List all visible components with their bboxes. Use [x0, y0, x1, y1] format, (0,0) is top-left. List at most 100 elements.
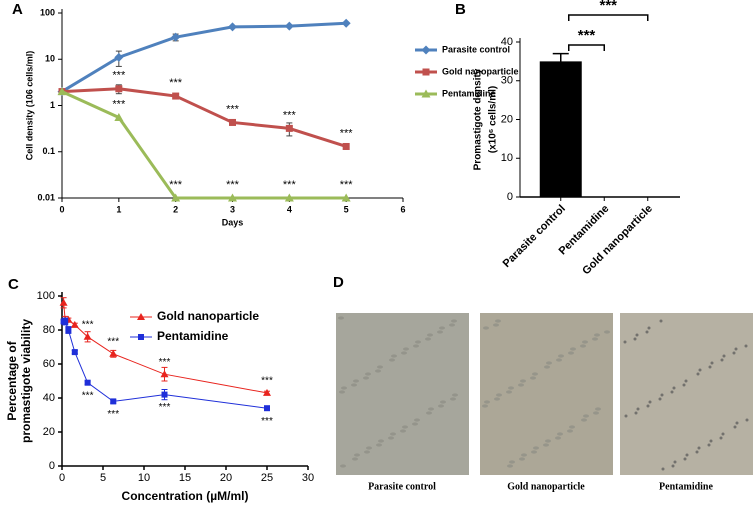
cell	[670, 390, 674, 394]
marker	[263, 388, 271, 396]
cell	[745, 418, 749, 422]
legend-marker	[137, 313, 145, 320]
cell	[634, 411, 638, 415]
cell	[363, 376, 369, 380]
marker	[65, 327, 72, 333]
cell	[733, 425, 737, 429]
micrograph-caption: Pentamidine	[659, 481, 713, 492]
marker	[109, 349, 118, 357]
cell	[450, 397, 456, 401]
marker	[229, 118, 236, 126]
cell	[580, 344, 586, 348]
micrograph-caption: Gold nanoparticle	[507, 481, 585, 492]
cell	[671, 464, 675, 468]
panel-label: B	[455, 1, 466, 18]
cell	[735, 421, 739, 425]
cell	[353, 379, 359, 383]
cell	[720, 358, 724, 362]
y-axis-label: Percentage of	[5, 340, 19, 420]
y-tick-label: 10	[501, 152, 513, 164]
cell	[366, 446, 372, 450]
cell	[521, 453, 527, 457]
marker	[114, 52, 124, 62]
cell	[604, 330, 610, 334]
cell	[507, 464, 513, 468]
cell	[581, 418, 587, 422]
x-tick-label: 4	[287, 204, 292, 214]
cell	[648, 400, 652, 404]
marker	[83, 332, 92, 340]
cell	[568, 351, 574, 355]
y-tick-label: 60	[43, 358, 55, 370]
cell	[646, 404, 650, 408]
cell	[660, 393, 664, 397]
significance-label: ***	[226, 179, 240, 191]
cell	[415, 340, 421, 344]
significance-label: ***	[283, 179, 297, 191]
x-tick-label: 1	[116, 204, 121, 214]
cell	[533, 446, 539, 450]
significance-label: ***	[226, 103, 240, 115]
micrograph	[336, 313, 469, 475]
marker	[161, 391, 168, 398]
cell	[412, 422, 418, 426]
panel-label: A	[12, 1, 23, 18]
legend-marker	[138, 334, 144, 340]
x-tick-label: 3	[230, 204, 235, 214]
significance-label: ***	[578, 27, 596, 44]
legend-marker	[421, 89, 431, 98]
cell	[673, 460, 677, 464]
cell	[364, 450, 370, 454]
cell	[388, 436, 394, 440]
cell	[546, 361, 552, 365]
significance-label: ***	[82, 319, 94, 330]
cell	[400, 429, 406, 433]
cell	[595, 407, 601, 411]
cell	[377, 365, 383, 369]
cell	[402, 425, 408, 429]
significance-label: ***	[112, 70, 126, 82]
cell	[519, 457, 525, 461]
x-tick-label: 30	[302, 472, 314, 484]
cell	[427, 333, 433, 337]
cell	[658, 397, 662, 401]
cell	[484, 400, 490, 404]
marker	[264, 405, 270, 412]
cell	[438, 404, 444, 408]
marker	[342, 142, 350, 150]
x-tick-label: 10	[138, 472, 150, 484]
cell	[570, 347, 576, 351]
cell	[593, 411, 599, 415]
cell	[544, 365, 550, 369]
series-line	[61, 90, 347, 200]
y-tick-label: 40	[43, 392, 55, 404]
marker	[341, 18, 351, 28]
panel-label: C	[8, 276, 19, 293]
cell	[531, 450, 537, 454]
significance-label: ***	[159, 402, 171, 413]
cell	[414, 418, 420, 422]
cell	[389, 358, 395, 362]
significance-label: ***	[107, 409, 119, 420]
cell	[532, 372, 538, 376]
cell	[592, 337, 598, 341]
cell	[509, 460, 515, 464]
cell	[732, 351, 736, 355]
cell	[401, 351, 407, 355]
cell	[684, 379, 688, 383]
cell	[440, 400, 446, 404]
cell	[661, 467, 665, 471]
y-axis-label: Cell density (106 cells/ml)	[24, 51, 34, 161]
cell	[722, 354, 726, 358]
legend-marker	[422, 68, 430, 76]
cell	[493, 323, 499, 327]
cell	[659, 319, 663, 323]
x-tick-label: 25	[261, 472, 273, 484]
cell	[696, 372, 700, 376]
cell	[582, 340, 588, 344]
marker	[228, 193, 237, 202]
cell	[341, 386, 347, 390]
x-tick-label: 2	[173, 204, 178, 214]
significance-label: ***	[261, 416, 273, 427]
